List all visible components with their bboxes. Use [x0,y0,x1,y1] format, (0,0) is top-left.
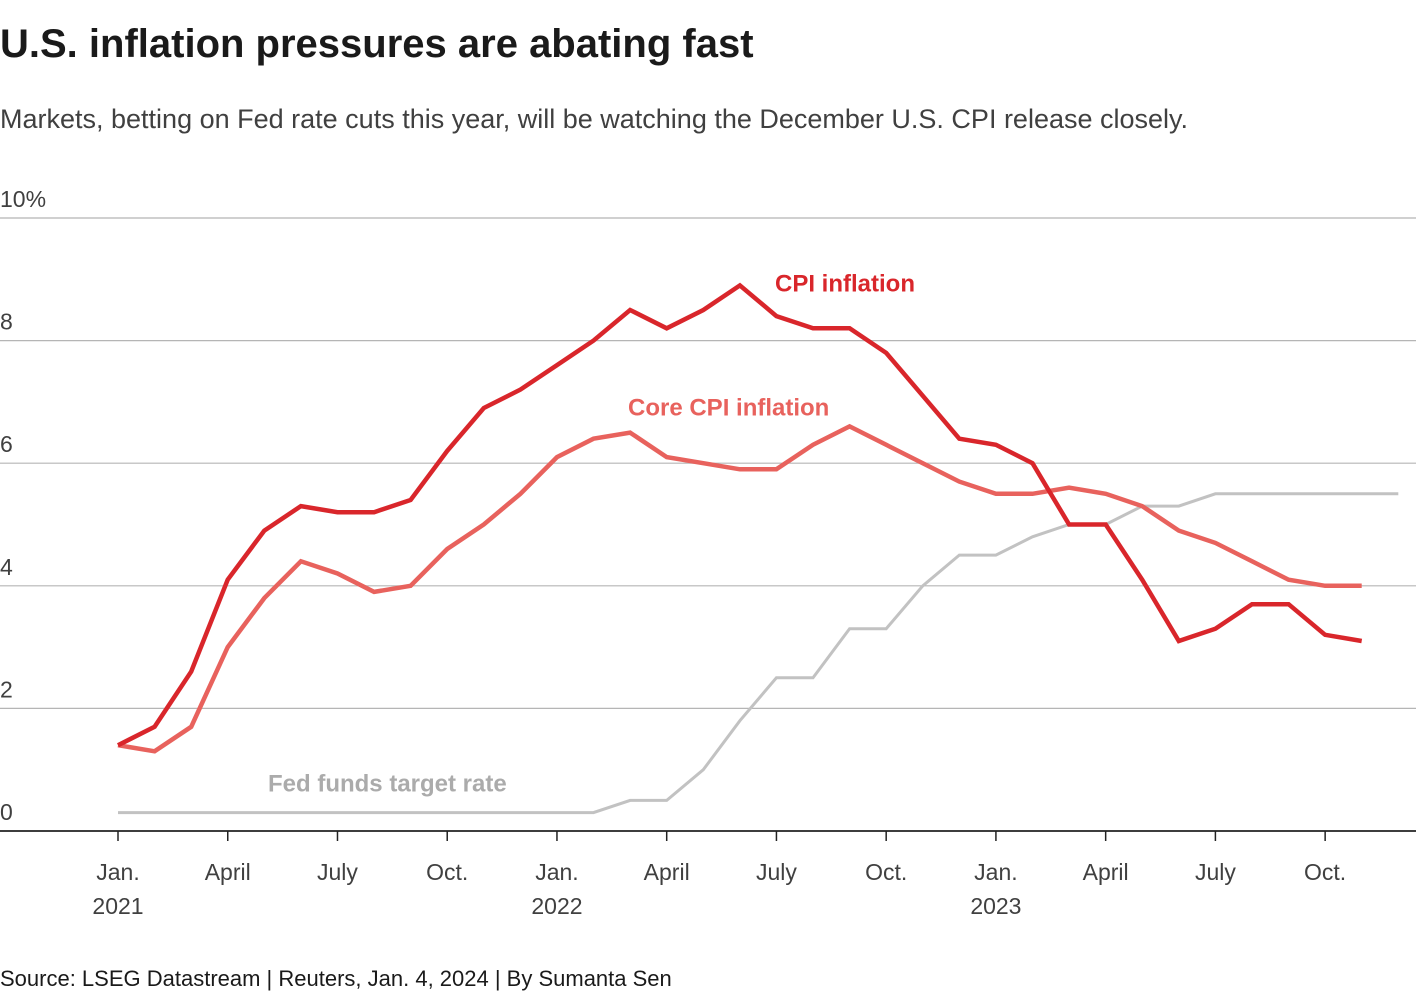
y-tick-label: 0 [0,799,13,825]
series-label: Core CPI inflation [628,394,829,421]
y-tick-label: 6 [0,431,13,457]
y-tick-label: 8 [0,309,13,335]
x-tick-label: Jan. 2023 [970,859,1022,919]
chart-title: U.S. inflation pressures are abating fas… [0,22,754,66]
y-tick-label: 4 [0,554,13,580]
y-tick-label: 10% [0,186,46,212]
chart-subtitle: Markets, betting on Fed rate cuts this y… [0,104,1189,134]
series-label: Fed funds target rate [268,770,507,797]
x-tick-label: July [317,859,358,885]
x-tick-label: Oct. [865,859,908,885]
x-tick-label: Oct. [1304,859,1347,885]
x-tick-label: Oct. [426,859,469,885]
x-tick-label: July [1194,859,1236,885]
series-line [117,423,1362,754]
x-tick-label: April [643,859,690,885]
x-tick-label: Jan. 2021 [92,859,144,919]
x-tick-label: July [755,859,797,885]
source-note: Source: LSEG Datastream | Reuters, Jan. … [0,966,672,991]
x-tick-label: April [1082,859,1129,885]
x-tick-label: April [204,859,251,885]
series-label: CPI inflation [775,270,915,297]
series-line [118,492,1399,815]
x-tick-label: Jan. 2022 [531,859,583,919]
series-line [116,282,1363,748]
y-tick-label: 2 [0,676,13,702]
